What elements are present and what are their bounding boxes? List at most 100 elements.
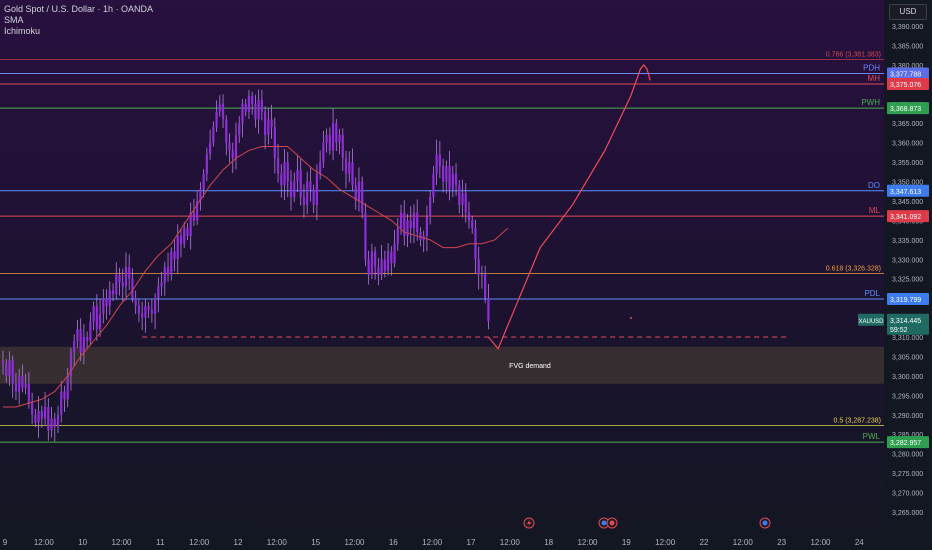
- price-tag-pwh[interactable]: [887, 102, 929, 115]
- candle[interactable]: [234, 134, 238, 159]
- candle[interactable]: [105, 298, 108, 306]
- price-tag-ml[interactable]: [887, 210, 929, 223]
- time-axis-panel[interactable]: [0, 532, 932, 550]
- candle[interactable]: [124, 267, 128, 287]
- candle[interactable]: [328, 134, 331, 151]
- candle[interactable]: [186, 228, 189, 236]
- candle[interactable]: [302, 197, 306, 205]
- candle[interactable]: [5, 364, 8, 376]
- candle[interactable]: [403, 212, 406, 236]
- candle[interactable]: [47, 407, 50, 431]
- candle[interactable]: [383, 259, 386, 271]
- candle[interactable]: [18, 375, 21, 392]
- candle[interactable]: [461, 193, 464, 205]
- candle[interactable]: [43, 407, 47, 419]
- candle[interactable]: [309, 181, 312, 190]
- candle[interactable]: [50, 418, 53, 431]
- candle[interactable]: [367, 259, 370, 275]
- candle[interactable]: [445, 165, 448, 182]
- candle[interactable]: [283, 162, 286, 186]
- candle[interactable]: [286, 162, 289, 182]
- candle[interactable]: [244, 103, 247, 112]
- candle[interactable]: [458, 185, 461, 205]
- candle[interactable]: [448, 165, 451, 190]
- candle[interactable]: [361, 181, 364, 213]
- candle[interactable]: [341, 134, 344, 159]
- candle[interactable]: [351, 162, 354, 186]
- candle[interactable]: [196, 200, 199, 221]
- candle[interactable]: [254, 103, 257, 120]
- candle[interactable]: [121, 282, 124, 287]
- candle[interactable]: [189, 212, 192, 236]
- candle[interactable]: [487, 298, 490, 322]
- candle[interactable]: [141, 313, 144, 318]
- candle[interactable]: [176, 235, 179, 260]
- candle[interactable]: [102, 298, 105, 314]
- price-tag-pdh[interactable]: [887, 67, 929, 80]
- candle[interactable]: [260, 99, 263, 112]
- candle[interactable]: [56, 414, 60, 427]
- projection-path[interactable]: [487, 63, 651, 350]
- candle[interactable]: [76, 329, 79, 341]
- candle[interactable]: [199, 189, 202, 201]
- candle[interactable]: [212, 127, 215, 143]
- candle[interactable]: [53, 418, 56, 427]
- candle[interactable]: [69, 352, 73, 376]
- candle[interactable]: [409, 220, 412, 229]
- candle[interactable]: [471, 220, 474, 229]
- candle[interactable]: [40, 410, 43, 419]
- candle[interactable]: [354, 185, 357, 201]
- candle[interactable]: [484, 274, 487, 299]
- candle[interactable]: [1, 360, 5, 365]
- symbol-title[interactable]: Gold Spot / U.S. Dollar · 1h · OANDA: [4, 4, 154, 14]
- fvg-demand-zone[interactable]: [0, 346, 884, 384]
- candle[interactable]: [131, 278, 134, 299]
- candle[interactable]: [432, 173, 435, 198]
- candle[interactable]: [364, 212, 367, 260]
- candle[interactable]: [202, 173, 205, 190]
- candle[interactable]: [73, 340, 76, 353]
- candle[interactable]: [276, 158, 280, 174]
- candle[interactable]: [251, 95, 254, 104]
- candle[interactable]: [14, 383, 18, 392]
- candle[interactable]: [393, 243, 396, 264]
- candle[interactable]: [374, 251, 377, 268]
- candle[interactable]: [163, 267, 166, 283]
- candle[interactable]: [370, 251, 374, 275]
- candle[interactable]: [280, 173, 283, 186]
- candle[interactable]: [111, 290, 115, 295]
- candle[interactable]: [293, 181, 296, 198]
- candle[interactable]: [27, 383, 30, 404]
- candle[interactable]: [406, 220, 409, 236]
- candle[interactable]: [137, 305, 141, 314]
- symbol-tag[interactable]: [858, 313, 884, 326]
- candle[interactable]: [157, 286, 160, 299]
- candle[interactable]: [451, 173, 454, 190]
- candle[interactable]: [134, 298, 137, 306]
- candle[interactable]: [209, 142, 212, 155]
- candle[interactable]: [467, 212, 471, 221]
- candle[interactable]: [441, 165, 445, 182]
- candle[interactable]: [221, 103, 225, 120]
- candle[interactable]: [166, 267, 170, 275]
- candle[interactable]: [416, 212, 419, 233]
- candle[interactable]: [289, 181, 293, 198]
- candle[interactable]: [325, 134, 328, 143]
- candle[interactable]: [425, 216, 429, 236]
- event-flag-icon[interactable]: [606, 517, 618, 529]
- candle[interactable]: [377, 267, 380, 275]
- candle[interactable]: [396, 228, 399, 244]
- candle[interactable]: [170, 251, 173, 275]
- currency-button[interactable]: USD: [889, 4, 927, 20]
- candle[interactable]: [37, 410, 40, 423]
- candle[interactable]: [231, 150, 234, 159]
- candle[interactable]: [344, 158, 348, 174]
- candle[interactable]: [299, 169, 302, 198]
- candle[interactable]: [79, 329, 82, 353]
- candle[interactable]: [312, 189, 315, 205]
- candle[interactable]: [160, 282, 163, 287]
- candle[interactable]: [477, 259, 480, 275]
- candle[interactable]: [218, 103, 221, 112]
- price-tag-mh[interactable]: [887, 78, 929, 91]
- candle[interactable]: [480, 274, 484, 276]
